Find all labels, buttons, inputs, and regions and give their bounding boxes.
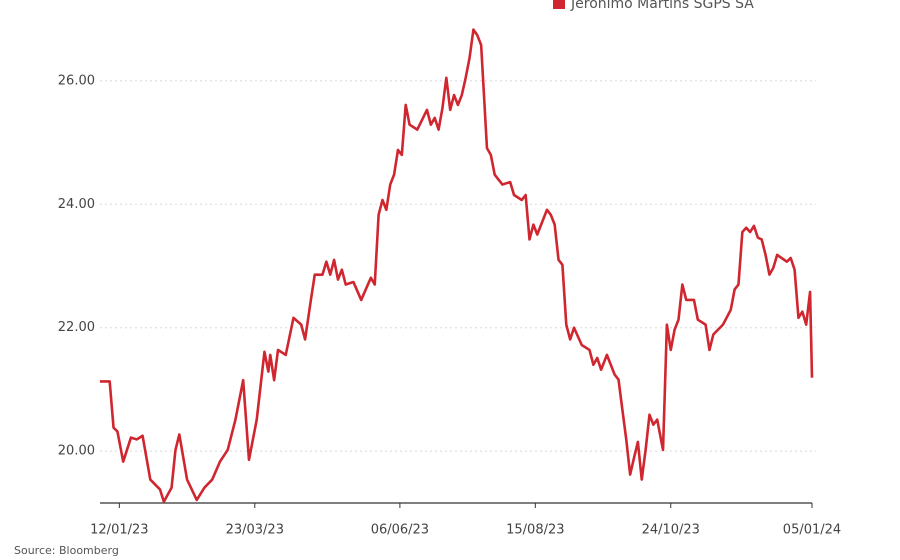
legend-swatch — [553, 0, 565, 9]
price-line — [100, 28, 814, 504]
x-tick-label: 05/01/24 — [783, 523, 841, 538]
y-tick-label: 24.00 — [58, 197, 95, 212]
x-tick-label: 12/01/23 — [90, 523, 148, 538]
y-tick-label: 26.00 — [58, 73, 95, 88]
x-tick-label: 23/03/23 — [226, 523, 284, 538]
x-tick-label: 15/08/23 — [506, 523, 564, 538]
source-note: Source: Bloomberg — [14, 544, 119, 557]
y-tick-label: 20.00 — [58, 444, 95, 459]
legend-label: Jerónimo Martins SGPS SA — [570, 0, 754, 12]
x-tick-label: 06/06/23 — [371, 523, 429, 538]
x-tick-label: 24/10/23 — [642, 523, 700, 538]
y-tick-label: 22.00 — [58, 320, 95, 335]
